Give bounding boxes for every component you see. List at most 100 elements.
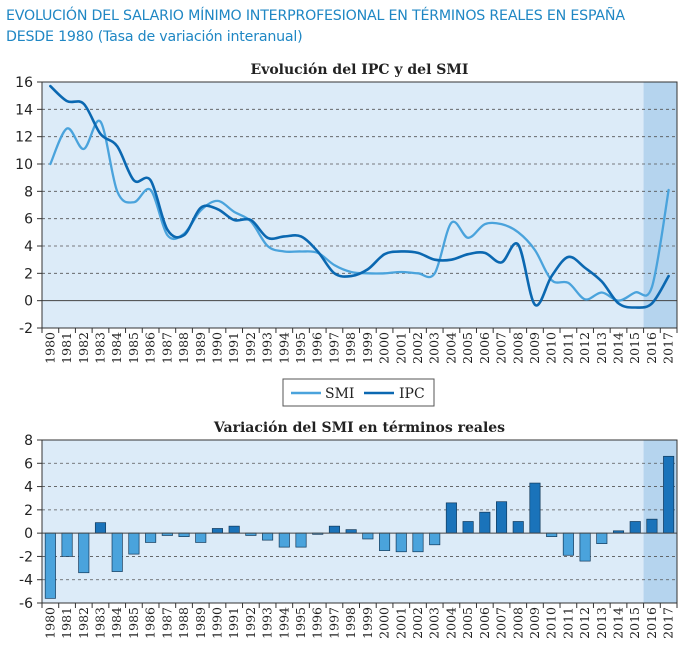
bar-chart-x-tick-label: 1985 <box>126 607 141 639</box>
bar-chart-x-tick-label: 2006 <box>477 607 492 639</box>
bar-chart-x-tick-label: 1982 <box>76 607 91 639</box>
line-chart-x-tick-label: 2017 <box>661 332 676 364</box>
bar-chart-x-tick-label: 1998 <box>343 607 358 639</box>
bar-1985 <box>128 532 140 555</box>
line-chart-x-tick-label: 2008 <box>510 332 525 364</box>
bar-2008 <box>512 521 524 534</box>
bar-2016 <box>646 518 658 534</box>
bar-chart-y-tick-label: 2 <box>24 503 33 519</box>
line-chart-x-tick-label: 2010 <box>544 332 559 364</box>
bar-chart-x-tick-label: 1989 <box>193 607 208 639</box>
bar-1994 <box>278 532 290 548</box>
line-chart-x-tick-label: 1994 <box>276 332 291 364</box>
bar-2017 <box>663 455 675 534</box>
line-chart-x-tick-label: 1980 <box>42 332 57 364</box>
bar-1980 <box>44 532 56 599</box>
bar-chart-x-tick-label: 2008 <box>510 607 525 639</box>
line-chart-x-tick-label: 1986 <box>143 332 158 364</box>
line-chart-highlight-band <box>643 82 677 328</box>
line-chart-x-tick-label: 1995 <box>293 332 308 364</box>
bar-1993 <box>262 532 274 541</box>
bar-chart-title: Variación del SMI en términos reales <box>213 420 505 436</box>
bar-chart-y-tick-label: 4 <box>24 480 33 496</box>
bar-chart-x-tick-label: 1994 <box>276 607 291 639</box>
bar-chart-x-tick-label: 2003 <box>427 607 442 639</box>
line-chart-x-tick-label: 2003 <box>427 332 442 364</box>
bar-chart-x-tick-label: 1992 <box>243 607 258 639</box>
line-chart-x-tick-label: 1985 <box>126 332 141 364</box>
line-chart-x-tick-label: 1993 <box>260 332 275 364</box>
bar-1982 <box>78 532 90 574</box>
bar-chart-x-tick-label: 1981 <box>59 607 74 639</box>
line-chart-x-tick-label: 2002 <box>410 332 425 364</box>
bar-1991 <box>228 525 240 534</box>
bar-chart-x-tick-label: 2009 <box>527 607 542 639</box>
line-chart-x-tick-label: 1984 <box>109 332 124 364</box>
bar-2000 <box>379 532 391 551</box>
bar-chart-x-tick-label: 2005 <box>460 607 475 639</box>
bar-2007 <box>496 501 508 534</box>
bar-chart-y-tick-label: -4 <box>19 573 33 589</box>
bar-chart-x-tick-label: 1984 <box>109 607 124 639</box>
bar-2010 <box>546 532 558 537</box>
line-chart-x-tick-label: 1991 <box>226 332 241 364</box>
bar-2012 <box>579 532 591 562</box>
bar-1995 <box>295 532 307 548</box>
line-chart-title: Evolución del IPC y del SMI <box>251 62 469 78</box>
line-chart-y-tick-label: 10 <box>15 157 33 173</box>
bar-chart-x-tick-label: 2011 <box>560 607 575 639</box>
line-chart-x-tick-label: 2014 <box>611 332 626 364</box>
line-chart-x-tick-label: 1988 <box>176 332 191 364</box>
line-chart-x-tick-label: 1987 <box>159 332 174 364</box>
bar-chart-x-tick-label: 1996 <box>310 607 325 639</box>
bar-chart-x-tick-label: 2010 <box>544 607 559 639</box>
line-chart-plot-area <box>42 82 677 328</box>
main-title-line-1: EVOLUCIÓN DEL SALARIO MÍNIMO INTERPROFES… <box>6 8 625 24</box>
bar-chart-x-tick-label: 1999 <box>360 607 375 639</box>
bar-chart-x-tick-label: 1980 <box>42 607 57 639</box>
bar-chart-y-tick-label: -6 <box>19 596 33 612</box>
line-chart-x-tick-label: 1998 <box>343 332 358 364</box>
line-chart-x-tick-label: 2001 <box>393 332 408 364</box>
bar-1983 <box>94 522 107 534</box>
line-chart-x-tick-label: 2004 <box>443 332 458 364</box>
bar-2003 <box>429 532 441 546</box>
bar-chart-x-tick-label: 2000 <box>377 607 392 639</box>
bar-chart: Variación del SMI en términos reales -6 -4… <box>19 420 678 639</box>
line-chart-y-tick-label: 14 <box>15 102 33 118</box>
line-chart-x-tick-label: 2007 <box>494 332 509 364</box>
bar-2006 <box>479 511 491 534</box>
bar-chart-x-tick-label: 1988 <box>176 607 191 639</box>
line-chart-x-tick-label: 2012 <box>577 332 592 364</box>
line-chart-x-tick-label: 2005 <box>460 332 475 364</box>
bar-chart-x-tick-label: 1987 <box>159 607 174 639</box>
bar-chart-x-tick-label: 2012 <box>577 607 592 639</box>
bar-2002 <box>412 532 424 553</box>
legend-label-smi: SMI <box>325 386 354 402</box>
bar-chart-x-tick-label: 2015 <box>627 607 642 639</box>
bar-chart-x-tick-label: 1995 <box>293 607 308 639</box>
line-chart-x-tick-label: 2016 <box>644 332 659 364</box>
bar-chart-x-tick-label: 2002 <box>410 607 425 639</box>
bar-chart-x-tick-label: 1997 <box>326 607 341 639</box>
bar-2009 <box>529 482 541 534</box>
line-chart-x-tick-label: 2009 <box>527 332 542 364</box>
line-chart-y-tick-label: 12 <box>15 130 33 146</box>
line-chart-x-tick-label: 1992 <box>243 332 258 364</box>
main-title-line-2: DESDE 1980 (Tasa de variación interanual… <box>6 29 303 45</box>
bar-chart-y-tick-label: 0 <box>24 526 33 542</box>
line-chart-y-tick-label: 0 <box>24 294 33 310</box>
bar-1998 <box>345 529 357 534</box>
line-chart-y-tick-label: 8 <box>24 184 33 200</box>
main-title: EVOLUCIÓN DEL SALARIO MÍNIMO INTERPROFES… <box>6 6 690 48</box>
bar-2005 <box>462 521 474 534</box>
bar-chart-x-tick-label: 2007 <box>494 607 509 639</box>
bar-chart-x-tick-label: 2017 <box>661 607 676 639</box>
line-chart-x-tick-label: 2006 <box>477 332 492 364</box>
bar-2015 <box>629 521 641 534</box>
line-chart-x-tick-label: 2000 <box>377 332 392 364</box>
line-chart-x-tick-label: 1982 <box>76 332 91 364</box>
line-chart-legend: SMI IPC <box>282 378 435 407</box>
bar-chart-x-tick-label: 1991 <box>226 607 241 639</box>
